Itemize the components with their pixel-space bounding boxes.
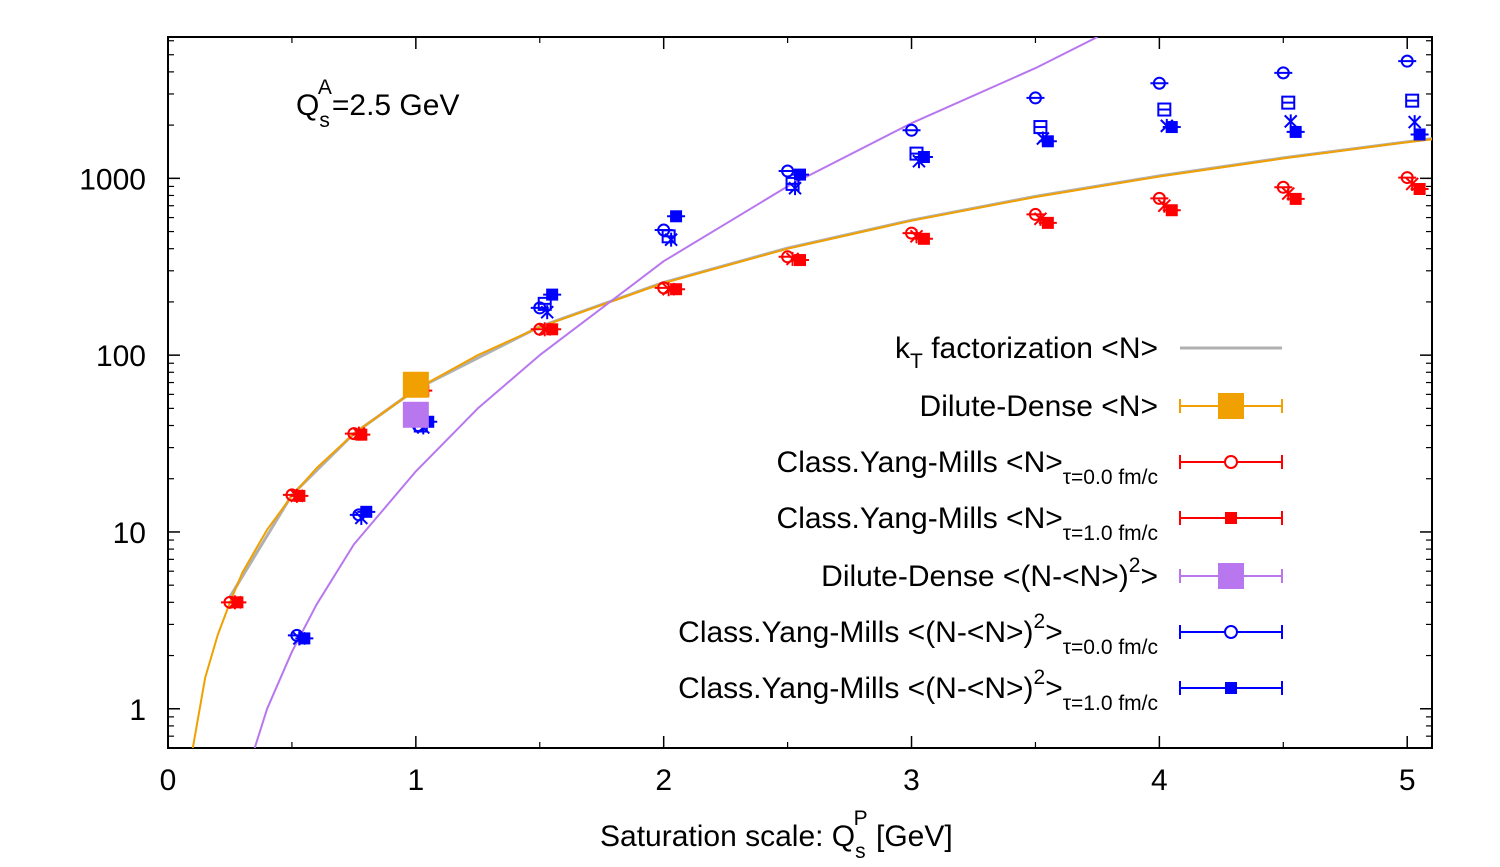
x-tick-label: 1 [407,764,424,797]
x-tick-label: 4 [1151,764,1168,797]
x-tick-label: 3 [903,764,920,797]
x-tick-label: 5 [1399,764,1416,797]
legend-marker-cym_var_t0 [1224,625,1238,639]
legend-label-cym_var_t1: Class.Yang-Mills <(N-<N>)2>τ=1.0 fm/c [678,666,1158,715]
ticks: 0 1 2 3 4 5 1 10 100 1000 [79,37,1432,797]
legend-label-cym_mean_t1: Class.Yang-Mills <N>τ=1.0 fm/c [777,502,1158,545]
y-tick-label: 10 [113,517,146,550]
legend-marker-cym_mean_t0 [1224,455,1238,469]
annotation: QsA=2.5 GeV [296,76,459,132]
series-line-dilute_var [253,37,1098,748]
x-axis-label: Saturation scale: QsP [GeV] [600,807,953,863]
y-tick-label: 1 [129,694,146,727]
point-dilute_var_point [402,401,429,428]
legend: kT factorization <N> Dilute-Dense <N> Clas… [678,332,1283,715]
x-tick-label: 2 [655,764,672,797]
x-tick-label: 0 [160,764,177,797]
legend-marker-cym_var_t1 [1225,682,1237,694]
plot-frame [167,36,1433,749]
legend-marker-cym_mean_t1 [1225,512,1237,524]
y-tick-label: 100 [96,340,146,373]
series-line-dilute_mean [191,138,1432,748]
legend-label-cym_mean_t0: Class.Yang-Mills <N>τ=0.0 fm/c [777,446,1158,489]
markers [220,54,1429,646]
legend-label-cym_var_t0: Class.Yang-Mills <(N-<N>)2>τ=0.0 fm/c [678,610,1158,659]
legend-label-ktfact: kT factorization <N> [895,332,1158,373]
legend-label-dilute_mean: Dilute-Dense <N> [920,390,1158,423]
legend-marker-dilute_mean [1218,393,1244,419]
point-dilute_mean_point [402,371,429,398]
legend-label-dilute_var: Dilute-Dense <(N-<N>)2> [821,554,1158,593]
y-tick-label: 1000 [79,163,146,196]
legend-marker-dilute_var [1218,563,1244,589]
